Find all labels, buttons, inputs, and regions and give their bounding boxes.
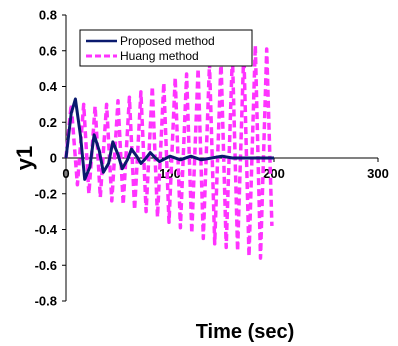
y-tick-label: -0.8 xyxy=(35,294,57,309)
y-tick-label: 0.6 xyxy=(39,43,57,58)
y-axis-title: y1 xyxy=(12,146,37,170)
y-tick-label: 0 xyxy=(50,151,57,166)
series-line-proposed-method xyxy=(64,97,274,181)
y-tick-label: -0.6 xyxy=(35,258,57,273)
series-line-huang-method xyxy=(64,43,274,260)
y-tick-label: 0.8 xyxy=(39,8,57,23)
y-tick-label: -0.2 xyxy=(35,186,57,201)
x-tick-label: 200 xyxy=(263,166,285,181)
plot-series xyxy=(64,43,274,260)
x-axis-title: Time (sec) xyxy=(196,321,295,343)
legend-box xyxy=(79,29,253,67)
legend-label: Proposed method xyxy=(120,34,215,48)
legend-label: Huang method xyxy=(120,49,199,63)
y-tick-label: 0.4 xyxy=(39,79,58,94)
y-tick-label: -0.4 xyxy=(35,222,58,237)
x-tick-label: 300 xyxy=(367,166,389,181)
x-tick-label: 0 xyxy=(62,166,69,181)
y-tick-label: 0.2 xyxy=(39,115,57,130)
